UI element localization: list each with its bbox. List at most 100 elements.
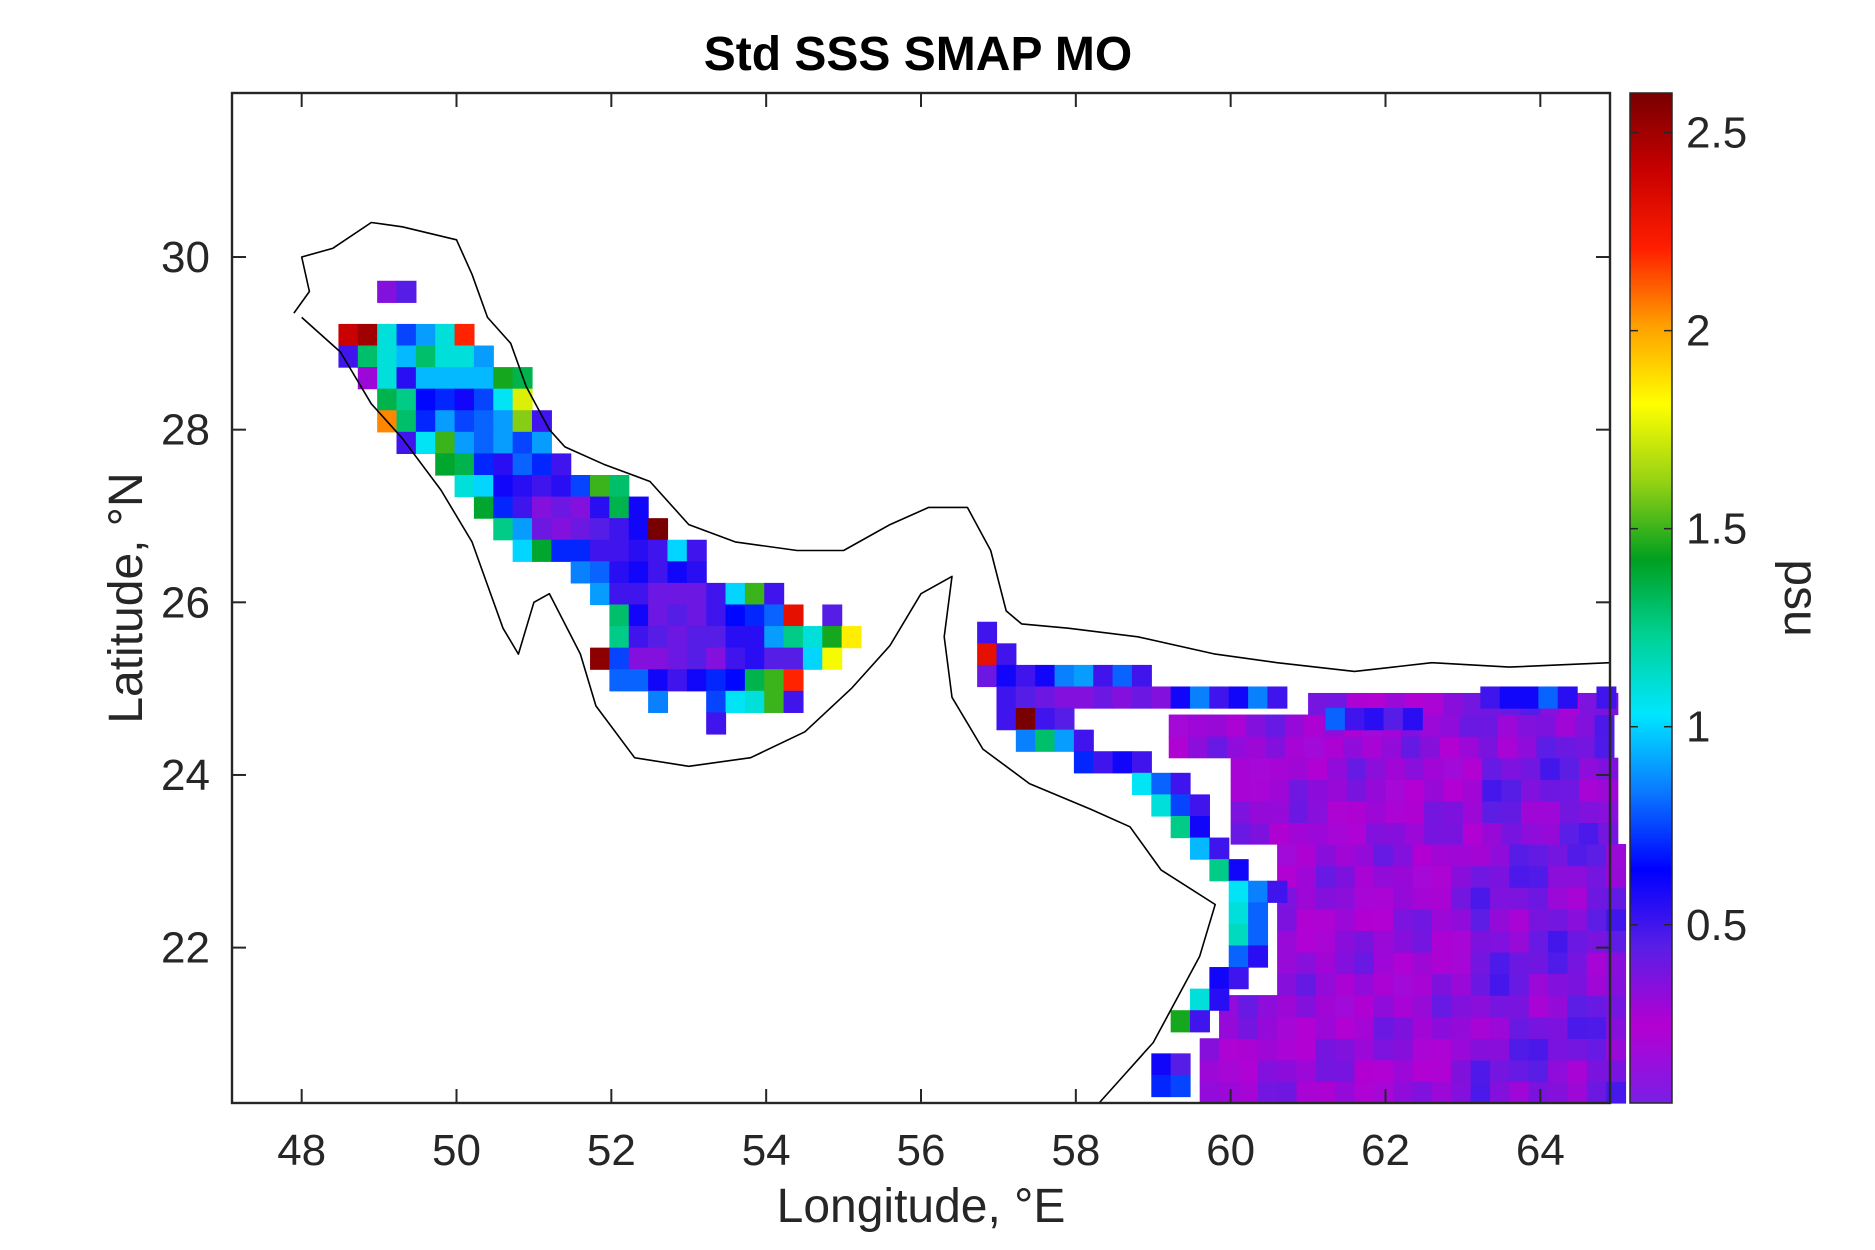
ocean-cell bbox=[1230, 822, 1251, 845]
ocean-cell bbox=[1327, 757, 1348, 780]
ocean-cell bbox=[1528, 951, 1549, 975]
ocean-cell bbox=[1304, 736, 1325, 759]
heatmap-cell bbox=[512, 388, 533, 411]
ocean-cell bbox=[1470, 973, 1491, 996]
heatmap-cell bbox=[783, 604, 804, 627]
heatmap-cell bbox=[822, 626, 843, 649]
heatmap-cell bbox=[706, 626, 727, 649]
heatmap-cell bbox=[435, 367, 456, 390]
ocean-cell bbox=[1470, 1059, 1491, 1083]
heatmap-cell bbox=[977, 643, 998, 666]
x-tick-label: 48 bbox=[277, 1126, 326, 1175]
ocean-cell bbox=[1335, 1059, 1356, 1083]
ocean-cell bbox=[1548, 951, 1569, 975]
ocean-cell bbox=[1598, 779, 1619, 802]
heatmap-cell bbox=[764, 582, 785, 606]
ocean-cell bbox=[1230, 757, 1251, 780]
ocean-cell bbox=[1315, 973, 1336, 996]
ocean-cell bbox=[1501, 822, 1522, 845]
heatmap-cell bbox=[1190, 837, 1210, 860]
ocean-cell bbox=[1517, 714, 1538, 737]
ocean-cell bbox=[1366, 800, 1387, 824]
heatmap-cell bbox=[473, 367, 494, 390]
heatmap-cell bbox=[512, 410, 533, 433]
ocean-cell bbox=[1412, 1038, 1433, 1061]
heatmap-cell bbox=[1209, 859, 1230, 882]
heatmap-cell bbox=[1248, 945, 1269, 968]
ocean-cell bbox=[1431, 995, 1452, 1018]
colorbar-tick-label: 1 bbox=[1686, 703, 1710, 752]
heatmap-cell bbox=[377, 367, 398, 390]
ocean-cell bbox=[1567, 1059, 1588, 1083]
heatmap-cell bbox=[1093, 686, 1114, 709]
heatmap-cell bbox=[1112, 664, 1133, 688]
heatmap-cell bbox=[1383, 708, 1404, 731]
ocean-cell bbox=[1575, 736, 1596, 759]
ocean-cell bbox=[1207, 736, 1228, 759]
ocean-cell bbox=[1431, 1038, 1452, 1061]
ocean-cell bbox=[1296, 908, 1317, 931]
ocean-cell bbox=[1586, 844, 1607, 867]
ocean-cell bbox=[1373, 1016, 1394, 1039]
ocean-cell bbox=[1528, 844, 1549, 867]
heatmap-cell bbox=[338, 345, 359, 368]
ocean-cell bbox=[1168, 714, 1189, 737]
heatmap-cell bbox=[744, 669, 765, 692]
heatmap-cell bbox=[744, 582, 765, 606]
ocean-cell bbox=[1540, 757, 1561, 780]
ocean-cell bbox=[1346, 822, 1367, 845]
ocean-cell bbox=[1490, 908, 1510, 931]
ocean-cell bbox=[1451, 1038, 1472, 1061]
ocean-cell bbox=[1412, 995, 1433, 1018]
heatmap-cell bbox=[1596, 686, 1617, 709]
ocean-cell bbox=[1315, 865, 1336, 888]
ocean-cell bbox=[1393, 887, 1414, 910]
y-axis-label: Latitude, °N bbox=[100, 472, 153, 723]
heatmap-cell bbox=[493, 367, 514, 390]
heatmap-cell bbox=[531, 539, 552, 562]
heatmap-cell bbox=[1035, 686, 1056, 709]
ocean-cell bbox=[1470, 1016, 1491, 1039]
ocean-cell bbox=[1366, 757, 1387, 780]
heatmap-cell bbox=[570, 561, 591, 584]
ocean-cell bbox=[1385, 779, 1406, 802]
heatmap-cell bbox=[551, 474, 572, 498]
ocean-cell bbox=[1439, 736, 1460, 759]
heatmap-cell bbox=[1093, 751, 1114, 774]
ocean-cell bbox=[1373, 865, 1394, 888]
ocean-cell bbox=[1501, 779, 1522, 802]
ocean-cell bbox=[1412, 908, 1433, 931]
ocean-cell bbox=[1528, 887, 1549, 910]
ocean-cell bbox=[1462, 779, 1483, 802]
ocean-cell bbox=[1420, 736, 1441, 759]
ocean-cell bbox=[1559, 757, 1580, 780]
ocean-cell bbox=[1335, 908, 1356, 931]
ocean-cell bbox=[1373, 844, 1394, 867]
heatmap-cell bbox=[473, 431, 494, 455]
heatmap-cell bbox=[706, 669, 727, 692]
ocean-cell bbox=[1335, 951, 1356, 975]
ocean-cell bbox=[1528, 1059, 1549, 1083]
heatmap-cell bbox=[396, 388, 417, 411]
heatmap-cell bbox=[1112, 686, 1133, 709]
heatmap-cell bbox=[1228, 880, 1249, 903]
ocean-cell bbox=[1509, 844, 1530, 867]
ocean-cell bbox=[1385, 822, 1406, 845]
ocean-cell bbox=[1501, 757, 1522, 780]
ocean-cell bbox=[1366, 822, 1387, 845]
ocean-cell bbox=[1315, 1038, 1336, 1061]
ocean-cell bbox=[1478, 714, 1499, 737]
heatmap-cell bbox=[744, 647, 765, 670]
ocean-cell bbox=[1335, 1081, 1356, 1104]
heatmap-cell bbox=[454, 431, 475, 455]
colorbar-gradient bbox=[1629, 92, 1673, 1104]
ocean-cell bbox=[1470, 995, 1491, 1018]
ocean-cell bbox=[1327, 822, 1348, 845]
heatmap-cell bbox=[783, 690, 804, 713]
ocean-cell bbox=[1586, 995, 1607, 1018]
ocean-cell bbox=[1373, 1038, 1394, 1061]
heatmap-cell bbox=[1073, 664, 1094, 688]
heatmap-cell bbox=[512, 518, 533, 541]
ocean-cell bbox=[1567, 995, 1588, 1018]
x-axis-tick-labels: 48 50 52 54 56 58 60 62 64 bbox=[277, 1126, 1565, 1175]
